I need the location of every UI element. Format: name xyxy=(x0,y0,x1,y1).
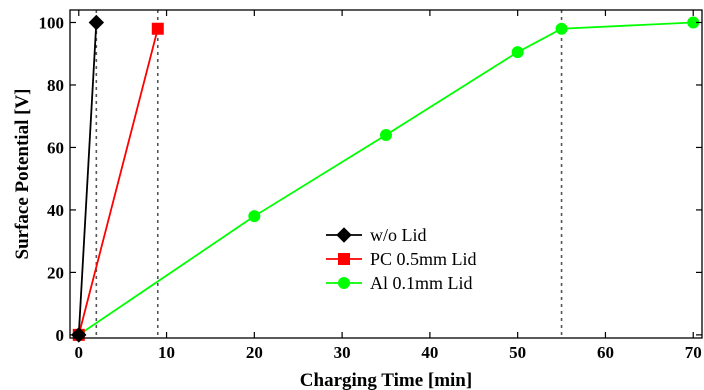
y-axis-label: Surface Potential [V] xyxy=(12,89,33,260)
legend-item-1: PC 0.5mm Lid xyxy=(326,249,477,269)
x-tick-label: 10 xyxy=(158,343,175,362)
plot-frame xyxy=(69,9,703,339)
x-tick-label: 30 xyxy=(334,343,351,362)
y-tick-label: 80 xyxy=(47,76,64,95)
data-point-2-2 xyxy=(380,128,392,141)
series-line-0 xyxy=(77,22,98,335)
legend: w/o Lid PC 0.5mm Lid Al 0.1mm Lid xyxy=(326,225,477,293)
legend-marker xyxy=(338,277,350,289)
series-2 xyxy=(72,16,700,341)
data-point-1-1 xyxy=(151,22,164,35)
x-tick-label: 50 xyxy=(509,343,526,362)
legend-label: PC 0.5mm Lid xyxy=(370,249,477,269)
legend-marker xyxy=(336,227,352,243)
data-point-2-3 xyxy=(511,46,524,59)
legend-item-0: w/o Lid xyxy=(326,225,427,245)
x-tick-label: 70 xyxy=(685,343,702,362)
data-point-2-1 xyxy=(248,210,261,223)
y-tick-label: 40 xyxy=(47,201,64,220)
data-point-0-1 xyxy=(88,14,105,31)
series-layer xyxy=(71,14,700,343)
x-axis-label: Charging Time [min] xyxy=(300,370,472,390)
x-tick-label: 20 xyxy=(246,343,263,362)
y-tick-label: 60 xyxy=(47,138,64,157)
series-line-2 xyxy=(78,21,694,336)
x-axis-ticks: 0 10 20 30 40 50 60 70 xyxy=(75,10,702,362)
x-tick-label: 40 xyxy=(421,343,438,362)
x-tick-label: 60 xyxy=(597,343,614,362)
y-tick-label: 20 xyxy=(47,263,64,282)
series-line-1 xyxy=(77,28,159,336)
legend-marker xyxy=(338,253,350,265)
y-tick-label: 0 xyxy=(56,326,65,345)
reference-lines xyxy=(95,10,563,338)
legend-label: w/o Lid xyxy=(370,225,427,245)
data-point-2-4 xyxy=(555,22,568,35)
y-axis-ticks: 0 20 40 60 80 100 xyxy=(39,13,702,345)
y-tick-label: 100 xyxy=(39,13,65,32)
legend-label: Al 0.1mm Lid xyxy=(370,273,473,293)
x-tick-label: 0 xyxy=(75,343,84,362)
legend-item-2: Al 0.1mm Lid xyxy=(326,273,473,293)
series-0 xyxy=(71,14,105,343)
